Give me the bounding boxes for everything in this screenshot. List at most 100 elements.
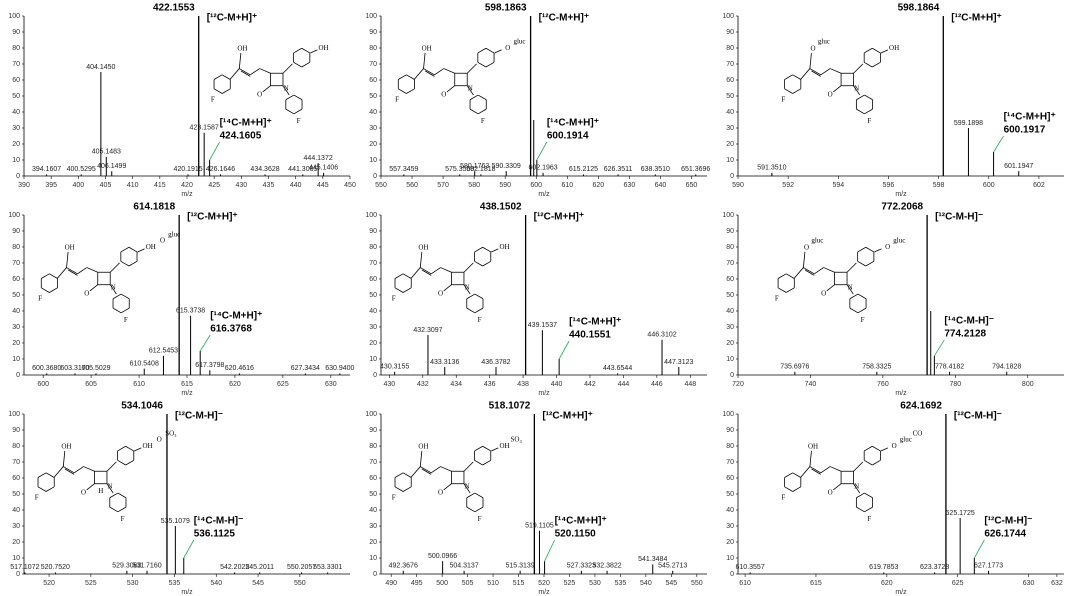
bond: [238, 52, 242, 69]
bond: [423, 68, 435, 76]
bond: [73, 466, 84, 474]
peak-label: 504.3137: [449, 563, 478, 570]
atom-label: N: [848, 283, 853, 291]
atom-label: F: [867, 515, 871, 523]
peak-label: 794.1828: [992, 364, 1021, 371]
x-tick-label: 530: [127, 580, 139, 587]
y-tick-label: 70: [369, 459, 377, 466]
bond: [420, 267, 432, 275]
bond: [109, 262, 120, 273]
bond: [874, 248, 882, 253]
peak-label: 423.1587: [190, 125, 219, 132]
y-tick-label: 100: [722, 212, 734, 219]
y-tick-label: 0: [16, 173, 20, 180]
peak-label: 444.1372: [304, 155, 333, 162]
bond: [864, 108, 873, 115]
x-tick-label: 545: [666, 580, 678, 587]
bond: [398, 88, 407, 94]
atom-label: F: [775, 294, 779, 302]
bond: [66, 251, 69, 268]
bond: [784, 472, 793, 478]
bond: [423, 52, 426, 69]
bond: [809, 466, 821, 474]
atom-label: F: [124, 316, 128, 324]
bond: [857, 260, 866, 267]
bond: [410, 466, 421, 478]
atom-label: O: [160, 237, 165, 245]
bond: [213, 88, 223, 94]
y-tick-label: 90: [726, 427, 734, 434]
peak-label: 602.1963: [528, 165, 557, 172]
bond: [463, 262, 474, 273]
ion-label: [¹²C-M-H]⁻: [984, 516, 1032, 527]
bond: [229, 68, 240, 80]
y-tick-label: 80: [726, 45, 734, 52]
peak-label: 545.2713: [658, 563, 687, 570]
bond: [86, 483, 95, 491]
x-tick-label: 535: [615, 580, 627, 587]
bond: [863, 459, 873, 466]
bond: [872, 459, 881, 466]
bond: [469, 108, 479, 115]
bond: [117, 459, 126, 466]
atom-label: O: [438, 290, 443, 298]
x-tick-label: 590: [499, 182, 511, 189]
peak-label: 443.6544: [603, 365, 632, 372]
atom-label: F: [395, 95, 399, 103]
x-tick-label: 570: [437, 182, 449, 189]
atom-label: N: [284, 84, 289, 92]
x-tick-label: 760: [877, 381, 889, 388]
y-tick-label: 70: [726, 61, 734, 68]
atom-label: O: [81, 489, 86, 497]
atom-label: O: [441, 91, 446, 99]
y-tick-label: 60: [369, 276, 377, 283]
bond: [830, 68, 842, 74]
bond: [474, 293, 484, 300]
atom-label: F: [867, 117, 871, 125]
peak-label: 430.3155: [380, 364, 409, 371]
bond: [477, 47, 487, 54]
ion-label: [¹⁴C-M-H]⁻: [944, 315, 994, 326]
bond: [466, 506, 476, 513]
peak-label: 615.2125: [569, 166, 598, 173]
isotope-peak-label: 600.1914: [547, 131, 589, 142]
y-tick-label: 20: [369, 539, 377, 546]
y-tick-label: 100: [8, 411, 20, 418]
atom-label: F: [478, 515, 482, 523]
peak-label: 735.6976: [780, 364, 809, 371]
bond: [872, 47, 881, 54]
ion-label: [¹²C-M-H]⁻: [935, 212, 983, 223]
atom-label: N: [854, 482, 859, 490]
bond: [809, 52, 812, 69]
y-tick-label: 60: [726, 77, 734, 84]
peak-label: 615.3738: [176, 308, 205, 315]
bond: [792, 88, 802, 94]
bond: [293, 61, 302, 68]
y-tick-label: 20: [369, 340, 377, 347]
atom-label: OH: [889, 44, 899, 52]
y-tick-label: 60: [12, 77, 20, 84]
y-tick-label: 90: [726, 29, 734, 36]
bond: [434, 68, 445, 76]
y-tick-label: 100: [722, 411, 734, 418]
y-tick-label: 0: [16, 372, 20, 379]
bond: [849, 307, 859, 314]
bond: [120, 260, 130, 267]
y-tick-label: 90: [12, 29, 20, 36]
bond: [809, 68, 821, 76]
y-tick-label: 40: [726, 507, 734, 514]
y-tick-label: 0: [730, 571, 734, 578]
bond: [120, 307, 130, 314]
x-tick-label: 620: [229, 381, 241, 388]
bond: [282, 85, 290, 96]
bond: [120, 246, 130, 253]
atom-label: SO₃: [165, 429, 177, 437]
peak-label: 434.3628: [250, 166, 279, 173]
bond: [430, 267, 441, 275]
y-tick-label: 20: [369, 141, 377, 148]
bond: [830, 466, 842, 472]
bond: [803, 267, 815, 275]
ion-label: [¹²C-M+H]⁺: [534, 212, 585, 223]
bond: [301, 61, 311, 68]
atom-label: OH: [65, 244, 75, 252]
